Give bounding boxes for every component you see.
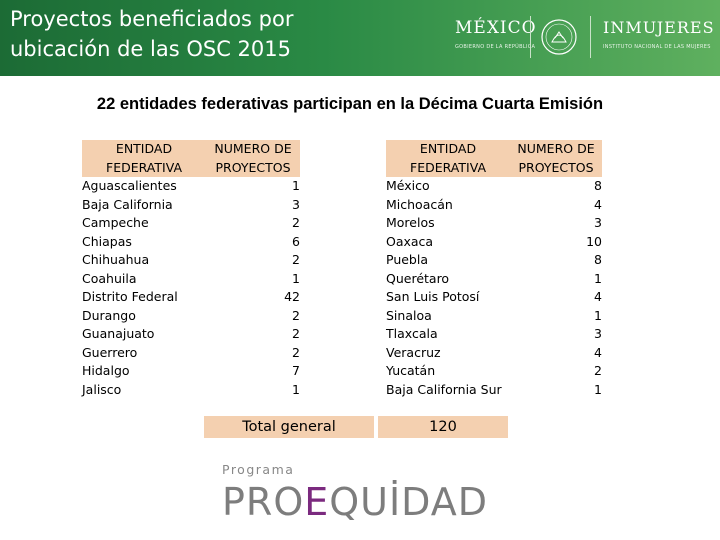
table-row: Puebla: [386, 252, 428, 267]
number-header: NUMERO DE PROYECTOS: [206, 140, 300, 177]
total-label: Total general: [204, 416, 374, 438]
table-cell-value: 4: [594, 344, 602, 360]
table-cell-value: 42: [284, 289, 300, 304]
table-row: Hidalgo: [82, 363, 130, 378]
table-row: Tlaxcala: [386, 326, 438, 341]
table-cell-value: 1: [594, 381, 602, 397]
table-row: Michoacán: [386, 196, 453, 212]
table-cell-value: 1: [594, 307, 602, 323]
table-cell-value: 4: [594, 196, 602, 212]
entity-header-line-2: FEDERATIVA: [410, 159, 486, 175]
table-cell-value: 8: [594, 178, 602, 193]
table-row: Veracruz: [386, 344, 441, 360]
table-cell-value: 1: [292, 178, 300, 193]
number-header: NUMERO DE PROYECTOS: [510, 140, 602, 177]
entity-header-line-1: ENTIDAD: [419, 141, 477, 156]
table-row: Baja California Sur: [386, 381, 502, 397]
table-row: Aguascalientes: [82, 178, 177, 193]
right-entity-column: ENTIDAD FEDERATIVA México Michoacán More…: [386, 140, 510, 399]
left-number-column: NUMERO DE PROYECTOS 1 3 2 6 2 1 42 2 2 2…: [206, 140, 300, 399]
table-cell-value: 1: [292, 381, 300, 397]
table-row: México: [386, 178, 430, 193]
table-row: Yucatán: [386, 363, 436, 378]
table-cell-value: 3: [594, 215, 602, 230]
table-row: Oaxaca: [386, 233, 434, 249]
title-line-2: ubicación de las OSC 2015: [10, 37, 291, 61]
number-header-line-1: NUMERO DE: [517, 141, 595, 156]
entity-header: ENTIDAD FEDERATIVA: [386, 140, 510, 177]
logo-divider: [530, 16, 531, 58]
table-row: Distrito Federal: [82, 289, 178, 304]
title-line-1: Proyectos beneficiados por: [10, 7, 294, 31]
table-cell-value: 2: [292, 344, 300, 360]
table-row: Chiapas: [82, 233, 132, 249]
table-cell-value: 2: [292, 215, 300, 230]
table-cell-value: 2: [292, 252, 300, 267]
table-row: San Luis Potosí: [386, 289, 480, 304]
logo-text-part: QUİDAD: [329, 480, 489, 524]
table-row: Coahuila: [82, 270, 137, 286]
table-row: Guanajuato: [82, 326, 155, 341]
table-row: Morelos: [386, 215, 435, 230]
programa-label: Programa: [222, 462, 295, 477]
table-row: Guerrero: [82, 344, 138, 360]
table-cell-value: 6: [292, 233, 300, 249]
number-header-line-1: NUMERO DE: [214, 141, 292, 156]
national-seal-icon: [541, 19, 577, 55]
logo-text-accent: E: [304, 480, 330, 524]
logo-text-part: PRO: [222, 480, 305, 524]
entity-header: ENTIDAD FEDERATIVA: [82, 140, 206, 177]
inmujeres-logo-subtext: INSTITUTO NACIONAL DE LAS MUJERES: [603, 44, 711, 50]
table-cell-value: 2: [292, 326, 300, 341]
mexico-logo-text: MÉXICO: [455, 18, 537, 38]
table-cell-value: 10: [586, 233, 602, 249]
mexico-logo-subtext: GOBIERNO DE LA REPÚBLICA: [455, 44, 536, 50]
page-title: Proyectos beneficiados por ubicación de …: [10, 4, 410, 64]
entity-header-line-1: ENTIDAD: [115, 141, 173, 156]
table-row: Jalisco: [82, 381, 122, 397]
table-row: Sinaloa: [386, 307, 432, 323]
table-row: Durango: [82, 307, 136, 323]
table-cell-value: 7: [292, 363, 300, 378]
entity-header-line-2: FEDERATIVA: [106, 159, 182, 175]
table-row: Querétaro: [386, 270, 450, 286]
table-cell-value: 1: [594, 270, 602, 286]
subtitle: 22 entidades federativas participan en l…: [96, 95, 604, 113]
title-banner: Proyectos beneficiados por ubicación de …: [0, 0, 720, 76]
right-number-column: NUMERO DE PROYECTOS 8 4 3 10 8 1 4 1 3 4…: [510, 140, 602, 399]
logo-divider: [590, 16, 591, 58]
total-value: 120: [378, 416, 508, 438]
left-entity-column: ENTIDAD FEDERATIVA Aguascalientes Baja C…: [82, 140, 206, 399]
table-row: Chihuahua: [82, 252, 150, 267]
table-cell-value: 4: [594, 289, 602, 304]
proequidad-logo: PROEQUİDAD: [222, 478, 488, 526]
inmujeres-logo-text: INMUJERES: [603, 18, 715, 37]
table-cell-value: 3: [594, 326, 602, 341]
number-header-line-2: PROYECTOS: [215, 159, 291, 175]
number-header-line-2: PROYECTOS: [518, 159, 594, 175]
table-cell-value: 3: [292, 196, 300, 212]
table-cell-value: 2: [594, 363, 602, 378]
table-row: Campeche: [82, 215, 149, 230]
table-cell-value: 8: [594, 252, 602, 267]
table-cell-value: 1: [292, 270, 300, 286]
table-cell-value: 2: [292, 307, 300, 323]
table-row: Baja California: [82, 196, 173, 212]
